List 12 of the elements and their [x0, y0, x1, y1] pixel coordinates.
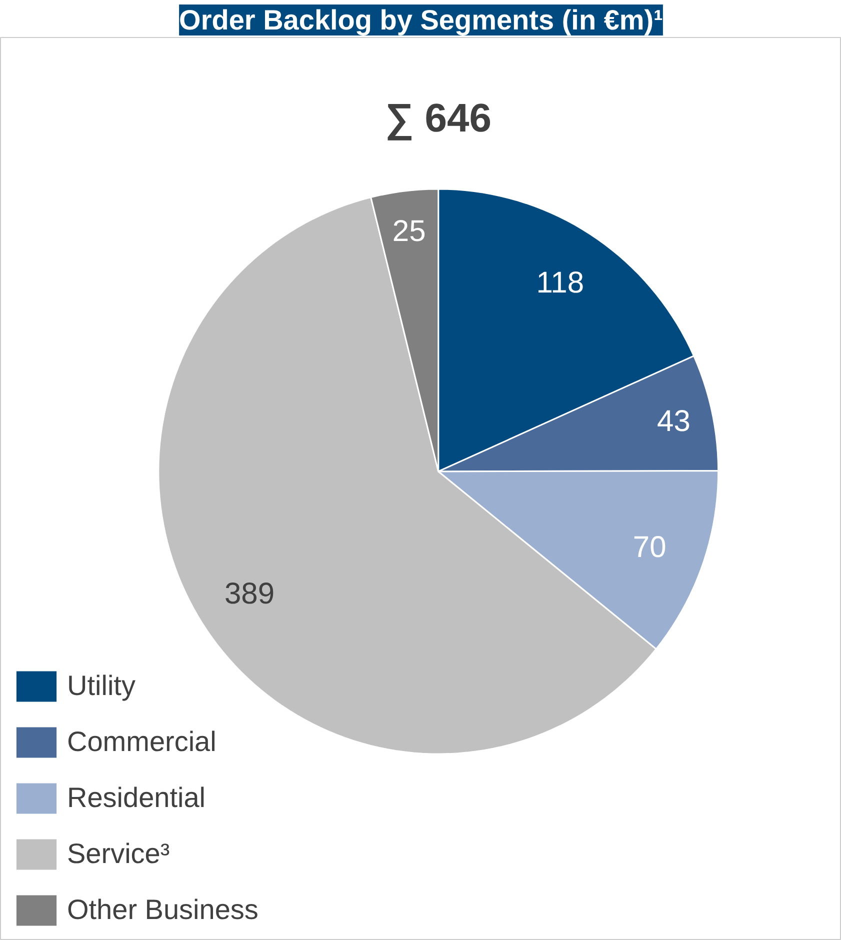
legend-label: Residential	[67, 782, 206, 814]
chart-title: Order Backlog by Segments (in €m)¹	[179, 4, 663, 36]
legend-label: Commercial	[67, 726, 216, 758]
data-label: 43	[657, 404, 690, 438]
legend-label: Utility	[67, 670, 136, 702]
data-label: 118	[536, 266, 584, 300]
legend-label: Service³	[67, 838, 170, 870]
data-label: 389	[224, 577, 275, 610]
data-label: 25	[392, 214, 426, 248]
legend-label: Other Business	[67, 894, 258, 926]
chart-subtitle: ∑ 646	[385, 96, 492, 140]
data-label: 70	[632, 531, 666, 564]
